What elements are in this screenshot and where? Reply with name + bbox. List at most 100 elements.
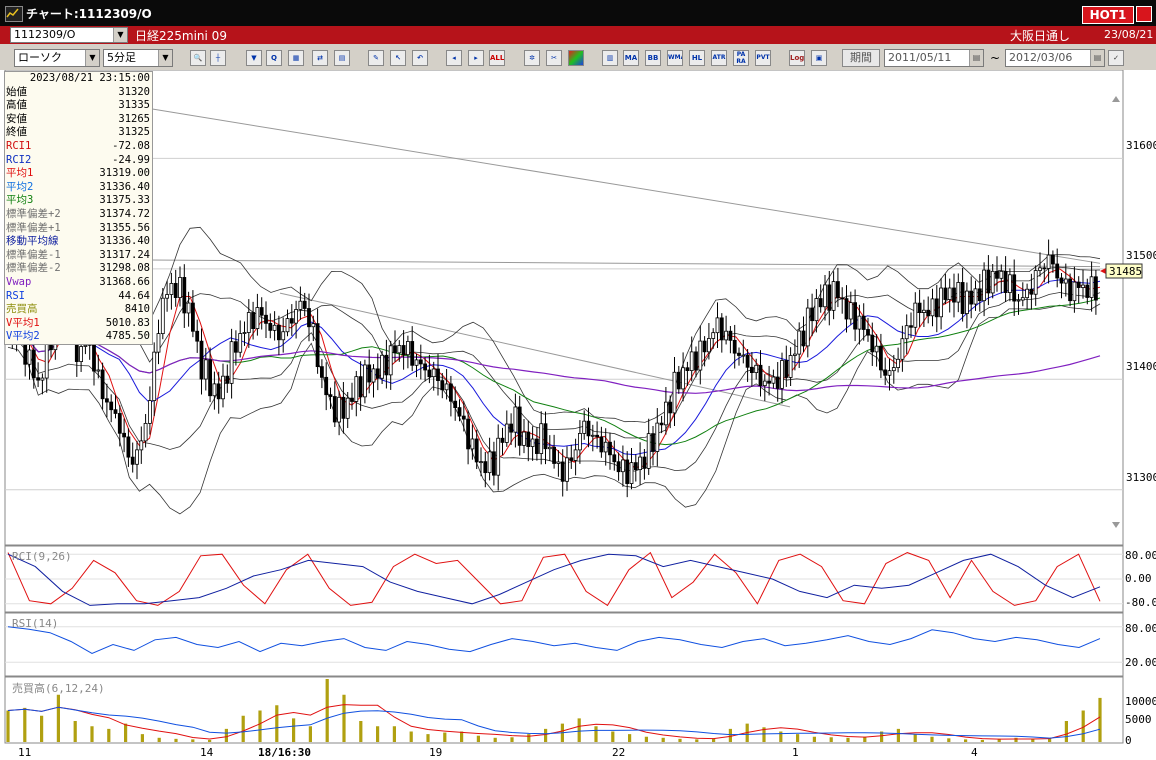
data-window-value: 31325 (118, 126, 150, 139)
candle-body (840, 297, 845, 300)
chevron-down-icon[interactable]: ▼ (113, 28, 127, 42)
candle-body (990, 270, 995, 294)
candle-right-icon[interactable]: ▸ (468, 50, 484, 66)
compare-icon[interactable]: ⇄ (312, 50, 328, 66)
candle-body (448, 383, 453, 402)
data-window-row: 平均3 31375.33 (5, 194, 152, 208)
log-button[interactable]: Log (789, 50, 805, 66)
candle-body (1042, 267, 1047, 270)
volume-bar (392, 726, 396, 742)
candle-body (1081, 284, 1085, 288)
candle-body (999, 270, 1004, 279)
candle-body (272, 324, 277, 331)
candle-body (556, 461, 561, 464)
volume-bar (460, 731, 464, 742)
period-button[interactable]: 期間 (842, 49, 880, 67)
data-window-value: 31368.66 (99, 275, 150, 288)
bb-button[interactable]: BB (645, 50, 661, 66)
symbol-select[interactable]: 1112309/O ▼ (10, 27, 128, 43)
candle-body (324, 376, 329, 396)
candle-body (160, 297, 165, 335)
candle-body (289, 318, 294, 324)
crosshair-icon[interactable]: ┼ (210, 50, 226, 66)
candle-body (122, 432, 126, 438)
candle-body (698, 340, 703, 371)
pvt-button[interactable]: PVT (755, 50, 771, 66)
ma-button[interactable]: MA (623, 50, 639, 66)
candle-body (853, 302, 857, 330)
candle-body (866, 329, 870, 336)
candle-body (1063, 278, 1068, 284)
candle-body (203, 359, 208, 380)
chart-canvas[interactable]: 31600 31500 31400 31300 31485 RCI(9,26) … (0, 70, 1156, 760)
volume-bar (913, 734, 917, 742)
scroll-up-icon[interactable] (1112, 96, 1120, 102)
chevron-down-icon[interactable]: ▼ (85, 50, 99, 66)
volume-bar (6, 710, 10, 742)
volume-bar (157, 737, 161, 742)
candle-body (664, 401, 668, 426)
zoom-icon[interactable]: 🔍 (190, 50, 206, 66)
volume-tick-10000: 10000 (1125, 695, 1156, 708)
date-to-input[interactable]: 2012/03/06 ▤ (1005, 49, 1105, 67)
interval-select[interactable]: 5分足 ▼ (103, 49, 173, 67)
candle-body (130, 456, 135, 465)
candle-body (367, 364, 372, 383)
chart-type-select[interactable]: ローソク ▼ (14, 49, 100, 67)
candle-body (470, 438, 475, 450)
undo-icon[interactable]: ↶ (412, 50, 428, 66)
wma-button[interactable]: WMA (667, 50, 683, 66)
calendar-icon[interactable]: ▤ (969, 50, 983, 66)
candle-body (939, 287, 943, 318)
hl-button[interactable]: HL (689, 50, 705, 66)
color-palette-icon[interactable] (568, 50, 584, 66)
window-close-button[interactable] (1136, 6, 1152, 22)
pen-icon[interactable]: ✎ (368, 50, 384, 66)
price-tick-31600: 31600 (1126, 139, 1156, 152)
para-button[interactable]: PA RA (733, 50, 749, 66)
candle-body (380, 354, 385, 379)
volume-bar (947, 738, 951, 742)
candle-body (625, 459, 630, 484)
data-window-label: 移動平均線 (6, 235, 59, 248)
candle-body (977, 288, 982, 302)
calendar-icon[interactable]: ▤ (1090, 50, 1104, 66)
settings-gear-icon[interactable]: ✲ (524, 50, 540, 66)
all-button[interactable]: ALL (489, 50, 505, 66)
candle-body (681, 367, 685, 390)
candle-body (926, 309, 931, 317)
candle-body (165, 294, 170, 299)
grid-icon[interactable]: ▦ (288, 50, 304, 66)
candle-body (565, 457, 569, 482)
date-from-input[interactable]: 2011/05/11 ▤ (884, 49, 984, 67)
candle-body (547, 446, 552, 450)
atr-button[interactable]: ATR (711, 50, 727, 66)
candle-body (341, 396, 346, 419)
export-icon[interactable]: ▣ (811, 50, 827, 66)
data-window-label: 安値 (6, 112, 27, 125)
chart-area[interactable]: 31600 31500 31400 31300 31485 RCI(9,26) … (0, 70, 1156, 760)
volume-bar (829, 737, 833, 742)
indicator-icon[interactable]: ▼ (246, 50, 262, 66)
data-window-label: 平均2 (6, 180, 34, 193)
volume-bar (342, 694, 346, 742)
cursor-icon[interactable]: ↖ (390, 50, 406, 66)
period-checkbox[interactable]: ✓ (1108, 50, 1124, 66)
search-chart-icon[interactable]: Q (266, 50, 282, 66)
volume-panel-label: 売買高(6,12,24) (12, 681, 105, 695)
volume-bar (174, 738, 178, 742)
candle-body (896, 358, 900, 368)
tools-icon[interactable]: ✂ (546, 50, 562, 66)
candle-body (1008, 274, 1012, 294)
hot1-badge[interactable]: HOT1 (1082, 6, 1134, 24)
layout-icon[interactable]: ▥ (602, 50, 618, 66)
candle-body (238, 333, 243, 353)
candle-body (362, 364, 367, 398)
volume-bar (443, 732, 447, 742)
scroll-down-icon[interactable] (1112, 522, 1120, 528)
interval-value: 5分足 (107, 51, 136, 64)
candle-left-icon[interactable]: ◂ (446, 50, 462, 66)
print-icon[interactable]: ▤ (334, 50, 350, 66)
chevron-down-icon[interactable]: ▼ (158, 50, 172, 66)
candle-body (233, 341, 238, 353)
